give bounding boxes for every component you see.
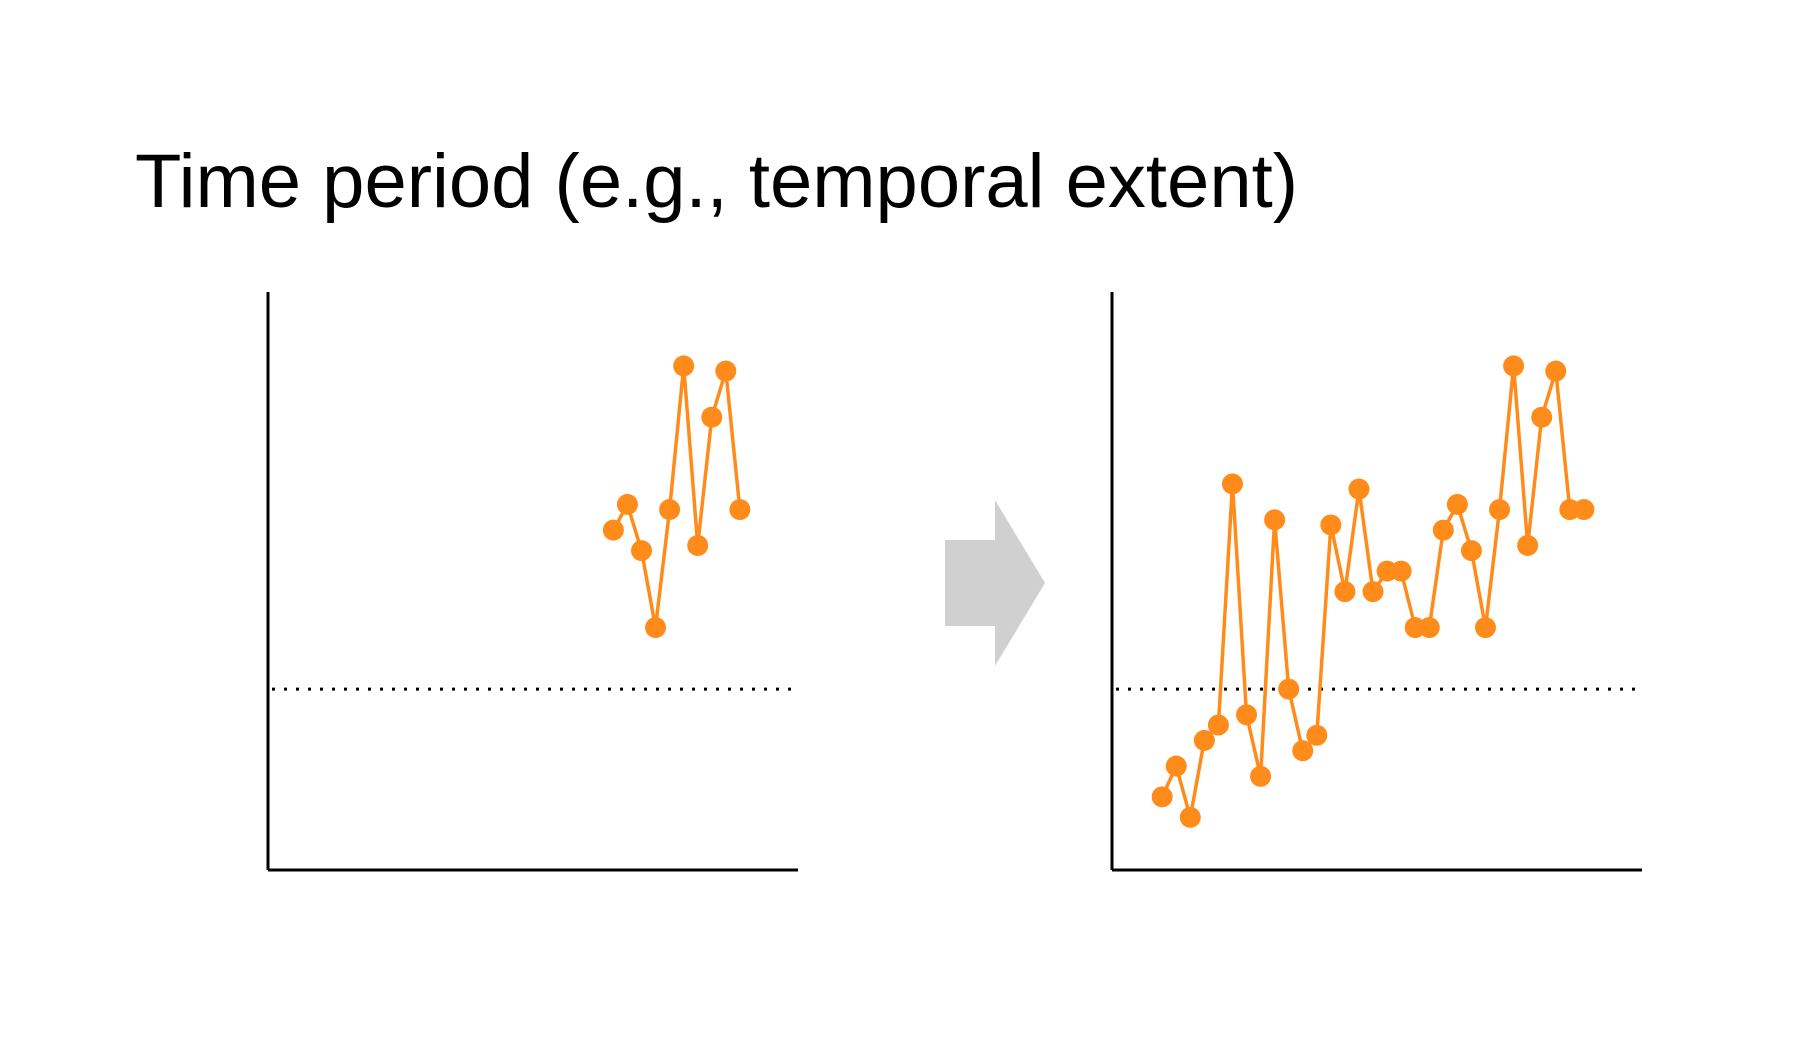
- data-point: [616, 493, 638, 515]
- data-point: [1531, 406, 1553, 428]
- data-point: [1418, 617, 1440, 639]
- data-point: [1362, 581, 1384, 603]
- data-point: [1334, 581, 1356, 603]
- data-point: [602, 519, 624, 541]
- chart-before: [266, 292, 798, 872]
- data-point: [1474, 617, 1496, 639]
- data-point: [1292, 740, 1314, 762]
- data-point: [1250, 765, 1272, 787]
- chart-after: [1110, 292, 1642, 872]
- transition-arrow: [945, 500, 1045, 666]
- data-point: [1489, 499, 1511, 521]
- data-point: [1193, 729, 1215, 751]
- data-point: [729, 499, 751, 521]
- data-point: [1151, 786, 1173, 808]
- data-point: [1545, 360, 1567, 382]
- data-point: [1179, 806, 1201, 828]
- data-point: [1264, 509, 1286, 531]
- data-point: [630, 540, 652, 562]
- data-point: [659, 499, 681, 521]
- data-point: [1460, 540, 1482, 562]
- data-point: [645, 617, 667, 639]
- data-point: [1165, 755, 1187, 777]
- data-point: [1348, 478, 1370, 500]
- data-point: [715, 360, 737, 382]
- data-point: [1446, 493, 1468, 515]
- data-point: [1320, 514, 1342, 536]
- data-point: [1517, 534, 1539, 556]
- data-point: [1306, 724, 1328, 746]
- data-point: [1503, 355, 1525, 377]
- data-point: [1390, 560, 1412, 582]
- data-point: [687, 534, 709, 556]
- data-point: [1573, 499, 1595, 521]
- slide-title: Time period (e.g., temporal extent): [135, 139, 1299, 224]
- series-line: [611, 364, 742, 630]
- data-point: [1278, 678, 1300, 700]
- data-point: [673, 355, 695, 377]
- data-point: [1432, 519, 1454, 541]
- data-point: [701, 406, 723, 428]
- data-point: [1207, 714, 1229, 736]
- right-arrow-icon: [945, 500, 1045, 666]
- data-point: [1236, 704, 1258, 726]
- data-point: [1221, 473, 1243, 495]
